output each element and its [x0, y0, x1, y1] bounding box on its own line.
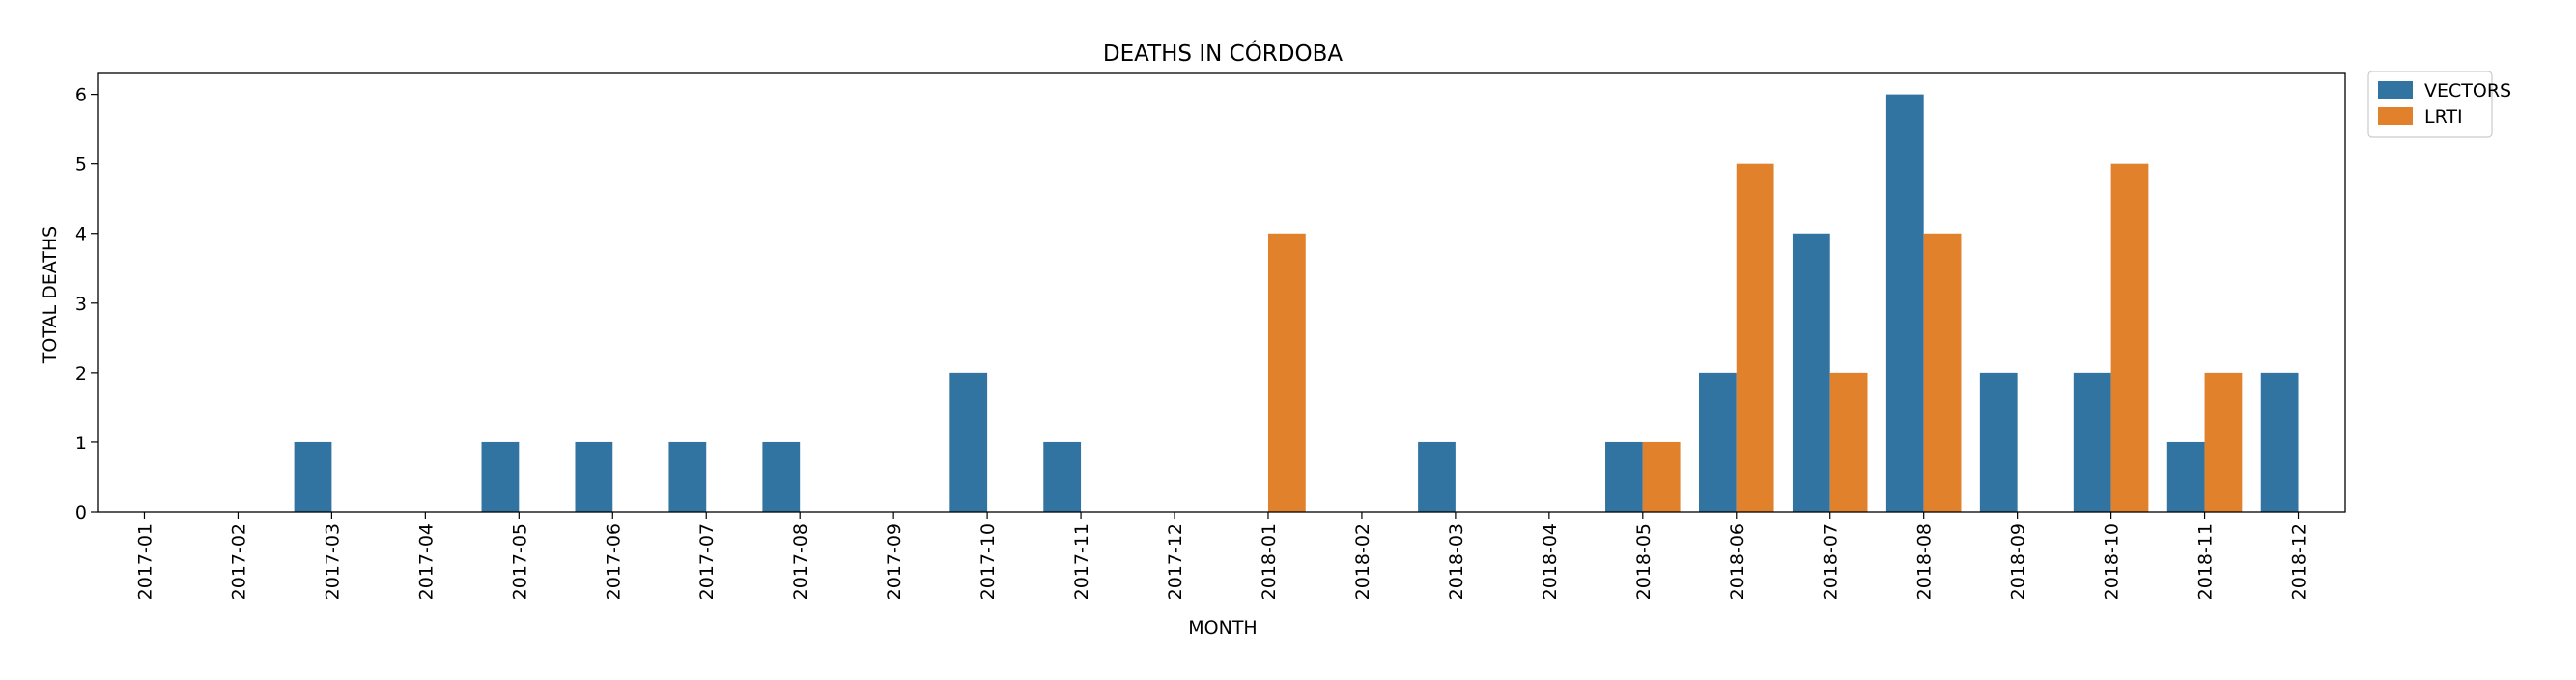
x-tick-label: 2017-03 — [322, 524, 343, 600]
legend-label-vectors: VECTORS — [2424, 80, 2511, 101]
bar-lrti-2018-07 — [1829, 372, 1868, 512]
bar-vectors-2018-06 — [1698, 372, 1737, 512]
y-tick-label: 5 — [75, 155, 87, 176]
x-tick-label: 2018-02 — [1352, 524, 1373, 600]
bar-vectors-2018-03 — [1418, 441, 1456, 512]
x-tick-label: 2017-08 — [790, 524, 811, 600]
y-tick-label: 1 — [75, 433, 87, 454]
y-tick-label: 6 — [75, 85, 87, 106]
x-tick-label: 2017-04 — [415, 524, 437, 600]
y-tick-label: 2 — [75, 363, 87, 384]
bar-vectors-2018-07 — [1792, 233, 1830, 512]
bar-vectors-2018-10 — [2073, 372, 2111, 512]
y-tick-label: 0 — [75, 502, 87, 524]
bar-vectors-2017-11 — [1043, 441, 1082, 512]
legend: VECTORS LRTI — [2367, 71, 2511, 138]
x-axis-label: MONTH — [1188, 617, 1257, 638]
x-tick-label: 2017-06 — [603, 524, 624, 600]
x-tick-label: 2018-04 — [1540, 524, 1561, 600]
x-tick-label: 2018-01 — [1259, 524, 1280, 600]
x-tick-label: 2018-06 — [1727, 524, 1748, 600]
x-tick-label: 2017-01 — [134, 524, 156, 600]
bar-lrti-2018-11 — [2204, 372, 2243, 512]
bar-vectors-2018-09 — [1979, 372, 2018, 512]
x-tick-label: 2018-12 — [2289, 524, 2310, 600]
x-tick-label: 2018-10 — [2102, 524, 2123, 600]
plot-frame — [97, 72, 2346, 513]
bar-vectors-2018-05 — [1605, 441, 1643, 512]
x-tick-label: 2017-05 — [509, 524, 530, 600]
bar-lrti-2018-06 — [1736, 163, 1774, 512]
x-tick-label: 2018-03 — [1446, 524, 1467, 600]
bar-vectors-2017-06 — [575, 441, 613, 512]
x-tick-label: 2018-11 — [2195, 524, 2217, 600]
bar-vectors-2017-03 — [294, 441, 332, 512]
chart-title: DEATHS IN CÓRDOBA — [1103, 40, 1343, 67]
legend-swatch-lrti — [2378, 107, 2413, 125]
legend-swatch-vectors — [2378, 81, 2413, 99]
x-tick-label: 2017-12 — [1165, 524, 1186, 600]
plot-area: 2017-01 2017-02 2017-03 2017-04 2017-05 2017-… — [75, 85, 2310, 601]
x-tick-label: 2018-05 — [1633, 524, 1655, 600]
x-tick-label: 2018-09 — [2008, 524, 2029, 600]
x-tick-label: 2017-11 — [1071, 524, 1092, 600]
bar-lrti-2018-10 — [2110, 163, 2149, 512]
x-tick-label: 2017-02 — [228, 524, 249, 600]
bar-vectors-2017-10 — [949, 372, 988, 512]
y-axis-label: TOTAL DEATHS — [40, 226, 61, 364]
x-tick-label: 2017-10 — [977, 524, 999, 600]
bar-vectors-2017-08 — [762, 441, 801, 512]
bar-lrti-2018-01 — [1267, 233, 1306, 512]
y-tick-label: 4 — [75, 224, 87, 245]
bar-lrti-2018-08 — [1923, 233, 1962, 512]
bar-vectors-2017-05 — [481, 441, 520, 512]
bar-vectors-2018-11 — [2166, 441, 2205, 512]
bar-lrti-2018-05 — [1642, 441, 1681, 512]
x-tick-label: 2017-07 — [696, 524, 718, 600]
bar-vectors-2018-12 — [2260, 372, 2299, 512]
y-tick-label: 3 — [75, 294, 87, 315]
bar-vectors-2018-08 — [1885, 94, 1924, 513]
legend-label-lrti: LRTI — [2424, 106, 2463, 128]
x-tick-label: 2018-08 — [1914, 524, 1936, 600]
bar-vectors-2017-07 — [668, 441, 707, 512]
x-tick-label: 2017-09 — [884, 524, 905, 600]
x-tick-label: 2018-07 — [1821, 524, 1842, 600]
